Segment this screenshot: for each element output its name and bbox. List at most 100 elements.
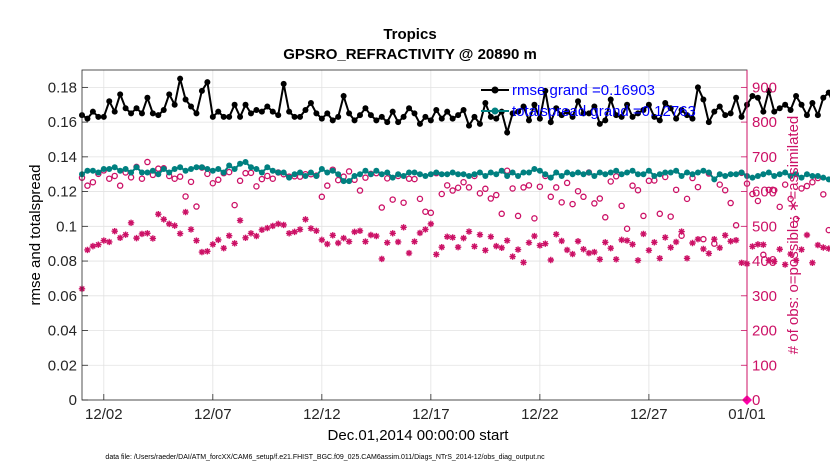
y-axis-label: rmse and totalspread [27, 165, 44, 306]
rmse-point [373, 117, 380, 124]
possible-obs-point [727, 199, 734, 207]
totalspread-point [678, 172, 685, 179]
rmse-point [700, 96, 707, 103]
assimilated-obs-point [700, 245, 707, 253]
rmse-point [793, 93, 800, 100]
x-tick-label: 12/27 [630, 406, 668, 423]
assimilated-obs-point [765, 257, 773, 264]
assimilated-obs-point [820, 244, 827, 251]
assimilated-obs-point [291, 228, 298, 236]
totalspread-point [367, 171, 374, 178]
assimilated-obs-point [738, 259, 745, 266]
assimilated-obs-point [678, 228, 685, 235]
assimilated-obs-point [623, 237, 631, 244]
totalspread-point [705, 169, 712, 176]
possible-obs-point [460, 178, 467, 186]
rmse-point [416, 120, 423, 127]
assimilated-obs-point [106, 238, 113, 246]
rmse-point [106, 98, 113, 105]
totalspread-point [662, 169, 669, 176]
series-rmse [79, 75, 830, 137]
assimilated-obs-point [95, 241, 102, 248]
rmse-point [520, 103, 527, 110]
rmse-point [787, 106, 794, 113]
totalspread-point [738, 169, 745, 176]
totalspread-point [471, 171, 478, 178]
possible-obs-point [89, 178, 97, 186]
totalspread-point [673, 167, 680, 174]
totalspread-point [117, 167, 124, 174]
assimilated-obs-point [580, 246, 587, 253]
assimilated-obs-point [236, 217, 244, 224]
rmse-point [466, 122, 473, 129]
rmse-point [356, 112, 363, 119]
rmse-point [580, 110, 587, 117]
totalspread-point [585, 169, 592, 176]
rmse-point [313, 110, 320, 117]
rmse-point [662, 100, 669, 106]
rmse-point [493, 115, 500, 122]
totalspread-point [253, 166, 260, 172]
rmse-point [782, 101, 789, 108]
y2-axis-ticks: 0 100 200 300 400 500 600 700 800 900 [741, 70, 777, 409]
assimilated-obs-point [814, 241, 822, 249]
assimilated-obs-point [640, 230, 647, 238]
rmse-point [177, 75, 184, 82]
possible-obs-point [171, 175, 178, 182]
rmse-point [515, 108, 522, 115]
rmse-point [613, 112, 620, 119]
y2-tick-label: 600 [752, 184, 777, 201]
rmse-point [351, 117, 358, 124]
assimilated-obs-point [296, 226, 304, 233]
rmse-point [242, 101, 249, 108]
rmse-point [215, 108, 222, 115]
assimilated-obs-point [444, 233, 451, 240]
rmse-point [558, 112, 565, 119]
totalspread-point [177, 164, 184, 171]
totalspread-point [700, 167, 707, 174]
totalspread-point [346, 178, 353, 185]
totalspread-point [656, 171, 663, 178]
rmse-point [760, 108, 767, 115]
assimilated-obs-point [209, 241, 217, 248]
assimilated-obs-point [656, 255, 663, 262]
rmse-point [460, 106, 467, 113]
assimilated-obs-point [689, 239, 696, 247]
rmse-point [128, 110, 135, 117]
rmse-point [95, 113, 102, 120]
x-axis-label: Dec.01,2014 00:00:00 start [328, 427, 510, 444]
rmse-point [689, 115, 696, 122]
assimilated-obs-point [634, 257, 642, 264]
rmse-point [84, 115, 91, 122]
possible-obs-point [476, 190, 484, 197]
assimilated-obs-point [111, 227, 118, 235]
possible-obs-point [209, 179, 217, 187]
totalspread-point [575, 169, 582, 176]
rmse-point [536, 115, 543, 122]
possible-obs-point [792, 215, 800, 223]
totalspread-point [155, 171, 162, 178]
rmse-point [302, 106, 309, 113]
possible-obs-point [144, 158, 151, 166]
assimilated-obs-point [612, 256, 620, 263]
totalspread-point [515, 172, 522, 179]
possible-obs-point [803, 182, 811, 190]
assimilated-obs-point [313, 227, 320, 235]
y-tick-label: 0.02 [48, 357, 77, 374]
assimilated-obs-point [307, 225, 315, 232]
totalspread-point [498, 167, 505, 174]
assimilated-obs-point [776, 246, 783, 253]
rmse-point [182, 96, 189, 103]
assimilated-obs-point [711, 235, 718, 243]
totalspread-point [160, 166, 167, 172]
y-tick-label: 0 [69, 392, 77, 409]
assimilated-obs-point [362, 238, 369, 245]
assimilated-obs-point [166, 220, 173, 228]
totalspread-point [291, 171, 298, 178]
legend-marker-rmse [491, 86, 499, 94]
assimilated-obs-point [798, 246, 805, 253]
possible-obs-point [574, 187, 582, 195]
assimilated-obs-point [438, 243, 445, 251]
rmse-point [297, 113, 304, 120]
assimilated-obs-point [367, 231, 375, 239]
